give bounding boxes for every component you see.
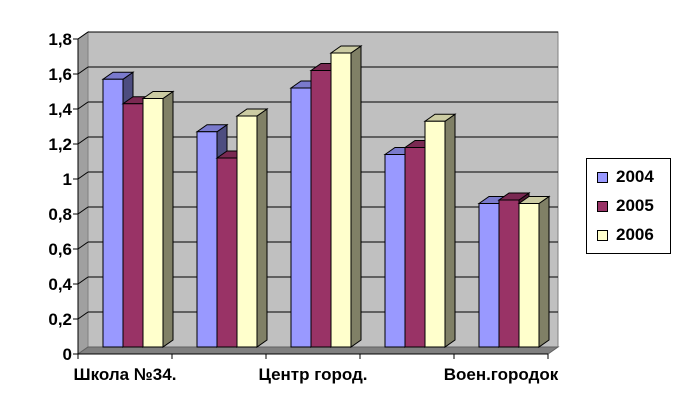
bar-side: [538, 195, 550, 348]
bar: [330, 52, 352, 348]
bar: [498, 199, 520, 348]
gridline-side: [77, 31, 89, 40]
bar: [384, 154, 406, 348]
legend-item-2006: 2006: [597, 225, 654, 245]
gridline-side: [77, 241, 89, 250]
x-tick-label: Школа №34.: [74, 365, 177, 384]
x-tick-label: Центр город.: [258, 365, 367, 384]
bar: [424, 120, 446, 348]
bar: [122, 103, 144, 348]
y-tick-label: 1,8: [48, 30, 72, 49]
y-tick-label: 1,2: [48, 135, 72, 154]
y-tick-label: 1: [63, 170, 72, 189]
bar: [216, 157, 238, 348]
gridline-side: [77, 136, 89, 145]
legend: 2004 2005 2006: [586, 158, 671, 254]
bar: [404, 147, 426, 348]
gridline-side: [77, 206, 89, 215]
gridline-side: [77, 171, 89, 180]
y-tick-label: 0,4: [48, 275, 72, 294]
y-tick-label: 0,8: [48, 205, 72, 224]
legend-label-2004: 2004: [616, 167, 654, 186]
y-tick-label: 0,2: [48, 310, 72, 329]
bar-side: [350, 45, 362, 348]
bar-side: [444, 113, 456, 348]
gridline-side: [77, 66, 89, 75]
bar: [310, 70, 332, 348]
bar: [518, 203, 540, 348]
bar: [236, 115, 258, 348]
y-tick-label: 0,6: [48, 240, 72, 259]
legend-item-2004: 2004: [597, 167, 654, 187]
bar: [478, 203, 500, 348]
plot-side-wall: [77, 31, 89, 355]
bar: [102, 78, 124, 348]
legend-swatch-2006: [597, 229, 608, 241]
y-tick-label: 1,4: [48, 100, 72, 119]
legend-swatch-2005: [597, 200, 608, 212]
legend-item-2005: 2005: [597, 196, 654, 216]
bar: [196, 131, 218, 348]
legend-swatch-2004: [597, 171, 608, 183]
gridline-side: [77, 311, 89, 320]
plot-floor: [76, 346, 560, 355]
gridline-side: [77, 101, 89, 110]
x-tick-label: Воен.городок: [444, 365, 559, 384]
legend-label-2005: 2005: [616, 196, 654, 215]
bar: [290, 87, 312, 348]
gridline-side: [77, 276, 89, 285]
bar-side: [256, 108, 268, 348]
bar: [142, 98, 164, 348]
y-tick-label: 1,6: [48, 65, 72, 84]
bar-side: [162, 90, 174, 348]
y-tick-label: 0: [63, 345, 72, 364]
legend-label-2006: 2006: [616, 225, 654, 244]
